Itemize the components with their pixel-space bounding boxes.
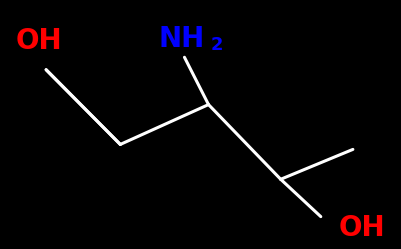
Text: OH: OH (339, 214, 385, 242)
Text: 2: 2 (211, 36, 223, 54)
Text: NH: NH (158, 25, 205, 53)
Text: OH: OH (16, 27, 63, 55)
